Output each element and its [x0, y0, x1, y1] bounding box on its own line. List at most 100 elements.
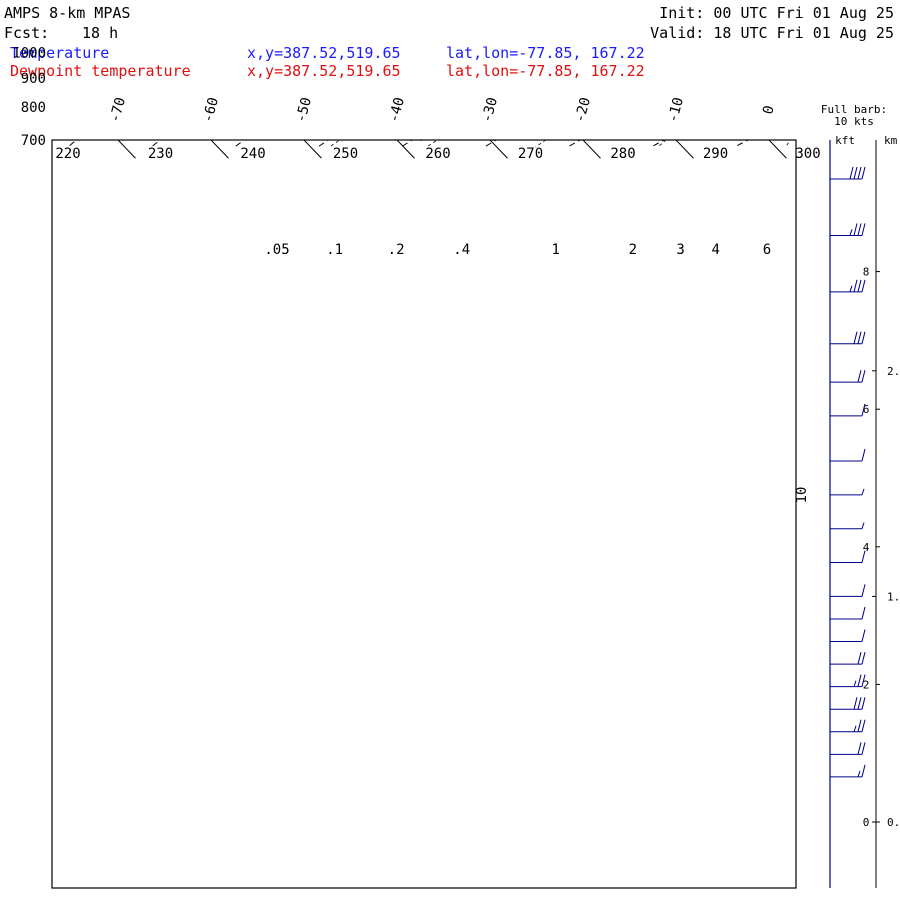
- isotherm-line: [755, 29, 879, 158]
- isotherm-line: [675, 140, 694, 159]
- barb-legend-title: Full barb:: [821, 103, 887, 116]
- mixing-ratio-line: [682, 33, 720, 119]
- pressure-tick-label: 1000: [12, 45, 46, 61]
- mixing-ratio-line: [227, 33, 281, 119]
- theta-label: 240: [240, 146, 265, 162]
- legend-dewpoint: Dewpoint temperature: [10, 62, 191, 80]
- plot-frame: [51, 139, 797, 889]
- temperature-tick-label: -10: [665, 96, 687, 125]
- dew-latlon: lat,lon=-77.85, 167.22: [446, 62, 645, 80]
- wind-barb: [830, 606, 866, 620]
- temperature-tick-label: -40: [386, 96, 408, 125]
- wind-barb: [830, 742, 866, 755]
- km-tick-label: 1.: [887, 590, 900, 603]
- temperature-tick-label: -70: [107, 96, 129, 125]
- kft-tick-label: 8: [863, 266, 870, 279]
- dry-adiabat: [234, 140, 246, 148]
- barb-legend-units: 10 kts: [834, 115, 874, 128]
- temp-xy: x,y=387.52,519.65: [247, 44, 401, 62]
- dry-adiabat: [67, 140, 78, 148]
- theta-label: 260: [425, 146, 450, 162]
- theta-label: 220: [55, 146, 80, 162]
- temperature-tick-label: 0: [760, 104, 778, 116]
- isotherm-line: [768, 140, 787, 159]
- wind-barb: [830, 331, 866, 345]
- wind-barb: [830, 719, 866, 733]
- side-label: 10: [794, 487, 810, 504]
- plot-area: [52, 29, 900, 159]
- wind-barb: [830, 279, 866, 293]
- wind-barb: [830, 166, 866, 180]
- isotherm-line: [489, 140, 508, 159]
- dew-xy: x,y=387.52,519.65: [247, 62, 401, 80]
- pressure-tick-label: 700: [21, 133, 46, 149]
- mixing-ratio-label: 3: [676, 242, 684, 258]
- temperature-tick-label: -60: [200, 96, 222, 125]
- kft-tick-label: 4: [863, 541, 870, 554]
- pressure-tick-label: 800: [21, 100, 46, 116]
- dry-adiabat: [567, 140, 582, 148]
- init-time: Init: 00 UTC Fri 01 Aug 25: [659, 4, 894, 22]
- forecast-hour: 18 h: [82, 24, 119, 42]
- moist-adiabat: [535, 140, 547, 148]
- kft-axis-label: kft: [835, 134, 855, 147]
- temperature-profile: [453, 140, 455, 141]
- moist-adiabat: [785, 140, 791, 148]
- wind-barb: [830, 651, 866, 665]
- isotherm-line: [210, 140, 229, 159]
- wind-barb: [830, 488, 865, 496]
- forecast-label: Fcst:: [4, 24, 50, 42]
- mixing-ratio-label: 2: [629, 242, 637, 258]
- wind-barb: [830, 629, 866, 643]
- wind-barb: [830, 522, 865, 530]
- temperature-tick-label: -30: [479, 96, 501, 125]
- wind-barb: [830, 674, 866, 688]
- mixing-ratio-label: .4: [453, 242, 470, 258]
- mixing-ratio-label: .1: [326, 242, 343, 258]
- dry-adiabat: [484, 140, 498, 148]
- dry-adiabat: [650, 140, 666, 148]
- moist-adiabat: [426, 140, 438, 148]
- dry-adiabat: [150, 140, 162, 148]
- dry-adiabat: [317, 140, 330, 148]
- kft-tick-label: 6: [863, 403, 870, 416]
- theta-label: 280: [610, 146, 635, 162]
- dry-adiabat: [733, 140, 750, 148]
- mixing-ratio-label: 6: [763, 242, 771, 258]
- temp-latlon: lat,lon=-77.85, 167.22: [446, 44, 645, 62]
- mixing-ratio-line: [418, 33, 466, 119]
- wind-barb: [830, 584, 866, 597]
- isotherm-line: [582, 140, 601, 159]
- theta-label: 250: [333, 146, 358, 162]
- dry-adiabat: [818, 33, 900, 147]
- kft-tick-label: 2: [863, 678, 870, 691]
- mixing-ratio-label: 4: [711, 242, 719, 258]
- isotherm-line: [303, 140, 322, 159]
- temperature-tick-label: -20: [572, 96, 594, 125]
- theta-label: 290: [703, 146, 728, 162]
- wind-barb: [830, 369, 866, 383]
- theta-label: 230: [148, 146, 173, 162]
- moist-adiabat: [329, 140, 341, 148]
- kft-tick-label: 0: [863, 816, 870, 829]
- km-axis-label: km: [884, 134, 898, 147]
- valid-time: Valid: 18 UTC Fri 01 Aug 25: [650, 24, 894, 42]
- wind-barb: [830, 448, 866, 462]
- mixing-ratio-line: [516, 33, 560, 119]
- wind-barb: [830, 550, 866, 564]
- wind-barb: [830, 764, 866, 778]
- wind-barb: [830, 403, 866, 417]
- mixing-ratio-line: [596, 33, 638, 119]
- theta-label: 300: [795, 146, 820, 162]
- temperature-tick-label: -50: [293, 96, 315, 125]
- mixing-ratio-label: .2: [388, 242, 405, 258]
- theta-label: 270: [518, 146, 543, 162]
- km-tick-label: 2.: [887, 365, 900, 378]
- km-tick-label: 0.: [887, 816, 900, 829]
- legend-temperature: Temperature: [10, 44, 110, 62]
- wind-barb: [830, 223, 866, 236]
- moist-adiabat: [657, 140, 667, 148]
- pressure-tick-label: 900: [21, 71, 46, 87]
- model-title: AMPS 8-km MPAS: [4, 4, 131, 22]
